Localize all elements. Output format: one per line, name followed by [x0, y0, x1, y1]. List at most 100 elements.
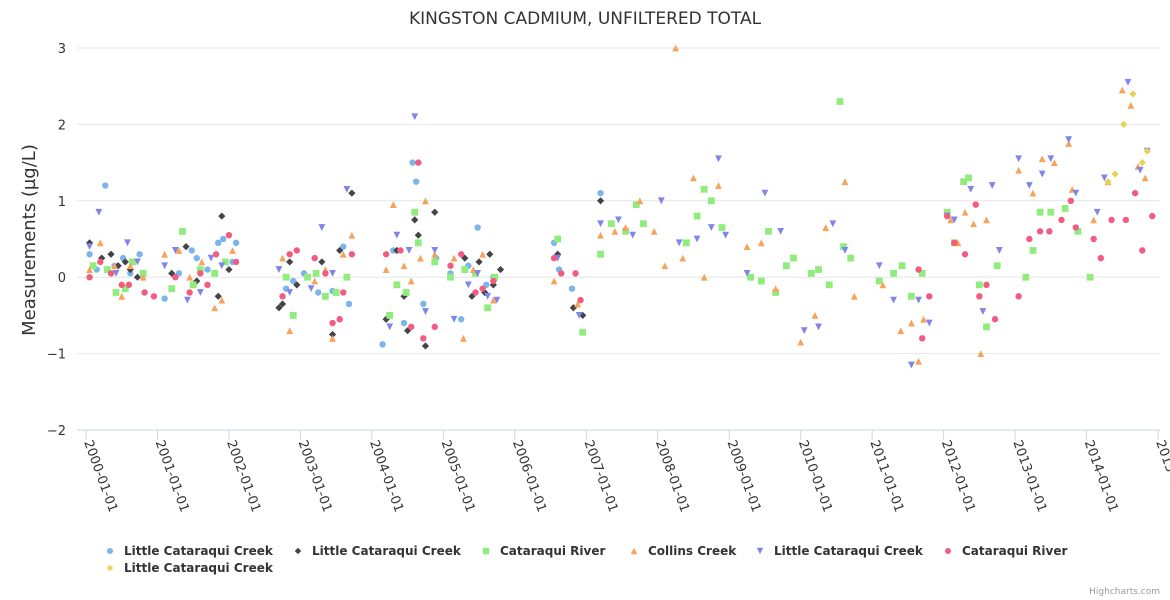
data-point[interactable]: [98, 254, 106, 262]
data-point[interactable]: [943, 208, 951, 216]
data-point[interactable]: [382, 315, 390, 323]
data-point[interactable]: [431, 258, 439, 266]
data-point[interactable]: [976, 293, 983, 300]
data-point[interactable]: [632, 201, 640, 209]
data-point[interactable]: [1022, 273, 1030, 281]
legend-item[interactable]: Cataraqui River: [482, 544, 606, 558]
legend-symbol-icon[interactable]: [756, 547, 764, 555]
data-point[interactable]: [995, 247, 1003, 254]
data-point[interactable]: [486, 250, 494, 258]
legend-symbol-icon[interactable]: [294, 547, 302, 555]
data-point[interactable]: [171, 247, 179, 254]
data-point[interactable]: [279, 293, 286, 300]
data-point[interactable]: [232, 239, 240, 247]
data-point[interactable]: [650, 227, 658, 235]
data-point[interactable]: [908, 292, 915, 300]
data-point[interactable]: [1131, 189, 1139, 197]
data-point[interactable]: [707, 224, 715, 231]
data-point[interactable]: [484, 304, 492, 312]
data-point[interactable]: [133, 273, 142, 281]
data-point[interactable]: [311, 277, 319, 285]
data-point[interactable]: [484, 292, 492, 300]
data-point[interactable]: [474, 224, 481, 231]
data-point[interactable]: [86, 274, 93, 281]
data-point[interactable]: [225, 265, 233, 274]
data-point[interactable]: [400, 319, 408, 327]
data-point[interactable]: [400, 262, 408, 270]
data-point[interactable]: [1149, 212, 1156, 220]
legend-item[interactable]: Little Cataraqui Creek: [756, 544, 924, 558]
data-point[interactable]: [898, 262, 906, 270]
data-point[interactable]: [967, 185, 975, 193]
data-point[interactable]: [479, 285, 486, 292]
data-point[interactable]: [1047, 208, 1055, 216]
data-point[interactable]: [124, 239, 131, 247]
data-point[interactable]: [988, 182, 996, 189]
data-point[interactable]: [890, 296, 897, 304]
data-point[interactable]: [1136, 166, 1144, 174]
data-point[interactable]: [797, 338, 805, 346]
data-point[interactable]: [315, 289, 322, 296]
data-point[interactable]: [1074, 227, 1082, 235]
data-point[interactable]: [275, 304, 283, 312]
data-point[interactable]: [188, 247, 195, 254]
data-point[interactable]: [348, 189, 356, 197]
data-point[interactable]: [95, 208, 103, 216]
data-point[interactable]: [215, 239, 222, 247]
data-point[interactable]: [186, 273, 194, 281]
data-point[interactable]: [286, 327, 294, 335]
data-point[interactable]: [289, 312, 297, 319]
data-point[interactable]: [622, 227, 629, 235]
legend-symbol-icon[interactable]: [107, 548, 113, 554]
data-point[interactable]: [1026, 235, 1033, 243]
data-point[interactable]: [218, 296, 226, 304]
data-point[interactable]: [790, 254, 797, 262]
data-point[interactable]: [975, 281, 983, 289]
data-point[interactable]: [139, 269, 147, 277]
data-point[interactable]: [1108, 216, 1115, 224]
data-point[interactable]: [925, 319, 933, 327]
data-point[interactable]: [1067, 197, 1075, 204]
data-point[interactable]: [411, 113, 419, 121]
data-point[interactable]: [389, 201, 397, 209]
data-point[interactable]: [675, 239, 683, 247]
data-point[interactable]: [221, 258, 229, 266]
data-point[interactable]: [479, 250, 487, 258]
data-point[interactable]: [89, 262, 97, 270]
data-point[interactable]: [450, 254, 458, 262]
data-point[interactable]: [1046, 228, 1053, 235]
data-point[interactable]: [121, 258, 129, 266]
data-point[interactable]: [189, 281, 197, 289]
data-point[interactable]: [1050, 159, 1058, 166]
data-point[interactable]: [947, 216, 955, 224]
data-point[interactable]: [920, 315, 927, 323]
data-point[interactable]: [597, 189, 604, 197]
data-point[interactable]: [991, 316, 999, 323]
data-point[interactable]: [175, 247, 183, 254]
data-point[interactable]: [328, 330, 337, 339]
data-point[interactable]: [112, 289, 120, 296]
data-point[interactable]: [196, 266, 204, 273]
data-point[interactable]: [597, 220, 604, 228]
data-point[interactable]: [172, 274, 179, 281]
data-point[interactable]: [340, 243, 347, 250]
data-point[interactable]: [800, 327, 808, 335]
data-point[interactable]: [700, 273, 708, 281]
data-point[interactable]: [104, 266, 111, 273]
data-point[interactable]: [214, 292, 222, 300]
data-point[interactable]: [815, 266, 822, 273]
data-point[interactable]: [1065, 140, 1073, 147]
data-point[interactable]: [841, 178, 849, 186]
data-point[interactable]: [943, 212, 951, 220]
data-point[interactable]: [772, 285, 780, 293]
data-point[interactable]: [875, 277, 883, 285]
data-point[interactable]: [307, 285, 315, 293]
data-point[interactable]: [407, 323, 415, 331]
data-point[interactable]: [550, 254, 558, 262]
data-point[interactable]: [186, 289, 193, 296]
data-point[interactable]: [1143, 147, 1151, 155]
data-point[interactable]: [204, 266, 211, 273]
data-point[interactable]: [558, 270, 565, 277]
data-point[interactable]: [908, 319, 915, 327]
data-point[interactable]: [983, 323, 990, 331]
